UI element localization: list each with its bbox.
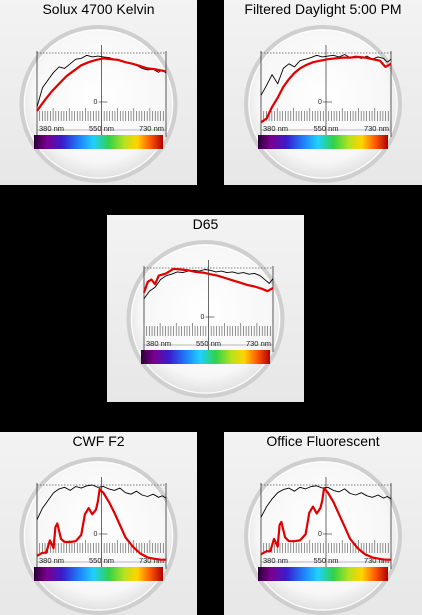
series-line-reference <box>260 485 392 518</box>
lens-face <box>131 244 280 394</box>
lens-face <box>24 29 173 179</box>
chart-svg: Office Fluorescent 0 380 nm 550 nm 730 nm <box>244 433 402 615</box>
x-tick-label: 730 nm <box>246 339 271 348</box>
zero-label: 0 <box>318 99 322 106</box>
chart-svg: D65 0 380 nm 550 nm 730 nm <box>126 216 285 398</box>
chart-panel-solux: Solux 4700 Kelvin 0 380 nm 550 nm 730 nm <box>0 0 197 185</box>
x-tick-label: 380 nm <box>146 339 171 348</box>
x-tick-label: 550 nm <box>196 339 221 348</box>
lens-ring <box>19 457 178 615</box>
zero-label: 0 <box>94 531 98 538</box>
series-line-reference <box>143 269 274 300</box>
series-line-reference <box>36 484 167 520</box>
chart-panel-filtered-daylight: Filtered Daylight 5:00 PM 0 380 nm 550 nm 73… <box>224 0 422 185</box>
lens-face <box>248 461 398 611</box>
spectrum-bar <box>258 135 388 149</box>
x-tick-label: 380 nm <box>263 556 288 565</box>
x-tick-label: 550 nm <box>313 556 338 565</box>
x-tick-label: 730 nm <box>364 556 389 565</box>
x-tick-label: 730 nm <box>139 556 164 565</box>
x-tick-label: 550 nm <box>89 124 114 133</box>
chart-title: D65 <box>193 216 219 232</box>
zero-label: 0 <box>318 531 322 538</box>
chart-title: Filtered Daylight 5:00 PM <box>244 1 401 17</box>
x-tick-label: 380 nm <box>39 556 64 565</box>
chart-svg: Filtered Daylight 5:00 PM 0 380 nm 550 nm 73… <box>244 1 402 183</box>
spectrum-bar <box>258 567 388 581</box>
lens-ring <box>19 25 178 183</box>
chart-svg: CWF F2 0 380 nm 550 nm 730 nm <box>19 433 178 615</box>
x-tick-label: 550 nm <box>89 556 114 565</box>
chart-panel-cwf-f2: CWF F2 0 380 nm 550 nm 730 nm <box>0 432 197 615</box>
spectrum-bar <box>34 135 163 149</box>
zero-label: 0 <box>94 99 98 106</box>
lens-ring <box>244 457 402 615</box>
series-line-measured <box>36 487 166 561</box>
series-line-measured <box>260 55 392 124</box>
chart-title: Solux 4700 Kelvin <box>42 1 154 17</box>
lens-ring <box>244 25 402 183</box>
zero-label: 0 <box>201 314 205 321</box>
x-tick-label: 380 nm <box>39 124 64 133</box>
lens-face <box>24 461 173 611</box>
x-tick-label: 380 nm <box>263 124 288 133</box>
series-line-measured <box>260 487 391 561</box>
chart-title: CWF F2 <box>72 433 124 449</box>
spectrum-bar <box>141 350 270 364</box>
chart-title: Office Fluorescent <box>266 433 379 449</box>
x-tick-label: 730 nm <box>364 124 389 133</box>
chart-svg: Solux 4700 Kelvin 0 380 nm 550 nm 730 nm <box>19 1 178 183</box>
x-tick-label: 730 nm <box>139 124 164 133</box>
series-line-measured <box>142 267 274 293</box>
spectrum-bar <box>34 567 163 581</box>
lens-face <box>248 29 398 179</box>
series-line-reference <box>36 54 167 108</box>
lens-ring <box>126 240 285 398</box>
series-line-measured <box>36 57 167 112</box>
chart-panel-d65: D65 0 380 nm 550 nm 730 nm <box>107 215 304 402</box>
chart-panel-office-fluorescent: Office Fluorescent 0 380 nm 550 nm 730 nm <box>224 432 422 615</box>
x-tick-label: 550 nm <box>313 124 338 133</box>
